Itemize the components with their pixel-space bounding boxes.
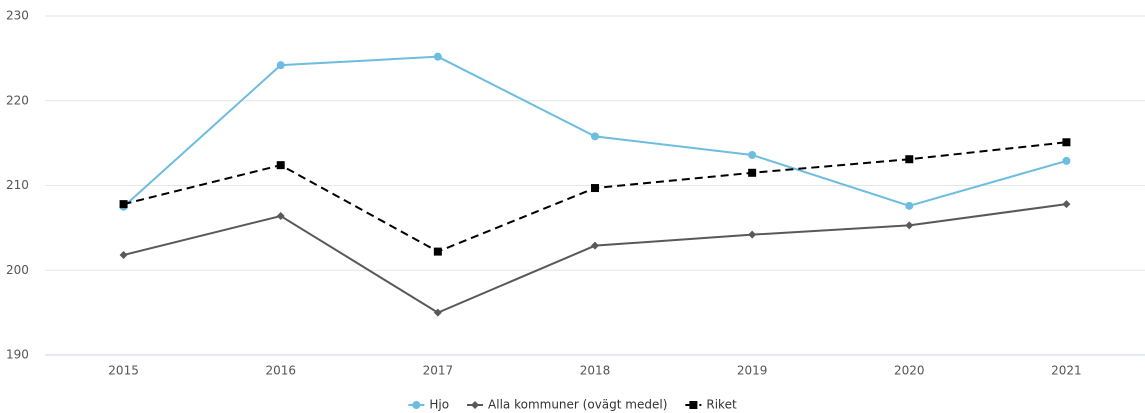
x-tick-label: 2019 <box>737 364 768 378</box>
x-tick-label: 2017 <box>423 364 454 378</box>
legend-label: Alla kommuner (ovägt medel) <box>488 398 667 412</box>
legend-marker <box>689 401 698 409</box>
y-tick-label: 230 <box>6 9 29 23</box>
data-point <box>433 308 442 317</box>
legend-label: Riket <box>706 398 737 412</box>
data-point <box>1062 156 1071 165</box>
x-tick-label: 2021 <box>1051 364 1082 378</box>
data-point <box>1062 200 1071 209</box>
x-tick-label: 2018 <box>580 364 611 378</box>
data-point <box>276 212 285 221</box>
y-tick-label: 190 <box>6 348 29 362</box>
data-point <box>276 61 285 70</box>
x-tick-label: 2016 <box>265 364 296 378</box>
data-point <box>905 221 914 230</box>
y-tick-label: 210 <box>6 178 29 192</box>
data-point <box>1062 138 1071 147</box>
y-tick-label: 200 <box>6 263 29 277</box>
data-point <box>748 230 757 239</box>
data-point <box>276 161 285 170</box>
x-tick-label: 2015 <box>108 364 139 378</box>
data-point <box>433 247 442 256</box>
data-point <box>905 201 914 210</box>
legend-label: Hjo <box>429 398 449 412</box>
series-line <box>123 141 1067 253</box>
data-point <box>119 250 128 259</box>
legend-item[interactable]: Riket <box>685 398 737 412</box>
legend-marker <box>471 401 480 409</box>
legend: Hjo Alla kommuner (ovägt medel) Riket <box>408 398 737 412</box>
data-point <box>748 168 757 177</box>
x-tick-label: 2020 <box>894 364 925 378</box>
series-line <box>123 203 1067 314</box>
data-point <box>591 241 599 250</box>
y-tick-label: 220 <box>6 93 29 107</box>
data-point <box>591 184 599 193</box>
data-point <box>119 200 128 209</box>
legend-item[interactable]: Hjo <box>408 398 449 412</box>
data-point <box>748 150 757 159</box>
data-point <box>591 132 599 141</box>
legend-item[interactable]: Alla kommuner (ovägt medel) <box>467 398 667 412</box>
data-point <box>433 52 442 61</box>
data-point <box>905 155 914 164</box>
legend-marker <box>412 401 421 409</box>
